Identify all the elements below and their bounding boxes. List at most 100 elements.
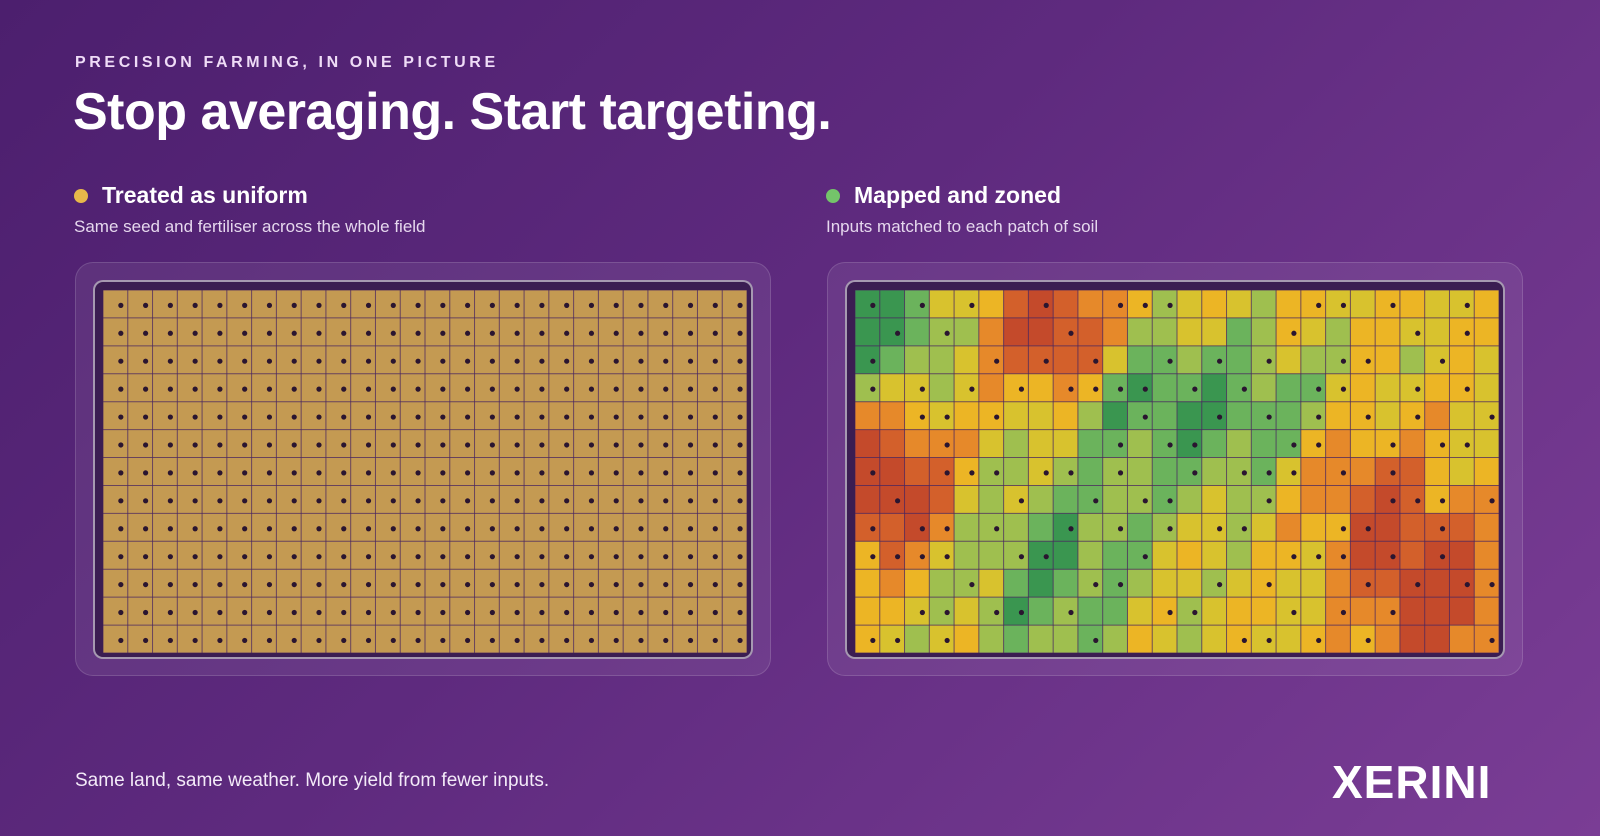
soil-zone-cell: [1276, 317, 1302, 347]
soil-zone-cell: [1053, 317, 1079, 347]
soil-zone-cell: [879, 597, 906, 626]
soil-zone-cell: [1152, 485, 1178, 514]
seed-dot: [1043, 554, 1049, 560]
seed-dot: [919, 526, 925, 532]
seed-dot: [687, 554, 694, 560]
soil-zone-cell: [1053, 625, 1079, 653]
soil-zone-cell: [1399, 513, 1426, 542]
seed-dot: [1489, 637, 1495, 644]
seed-dot: [242, 554, 248, 560]
seed-dot: [588, 414, 595, 420]
seed-dot: [465, 581, 471, 588]
seed-dot: [291, 414, 297, 420]
soil-zone-cell: [1350, 401, 1376, 431]
seed-dot: [390, 581, 396, 588]
seed-dot: [390, 386, 396, 392]
seed-dot: [1142, 386, 1148, 392]
soil-zone-cell: [978, 429, 1005, 459]
seed-dot: [341, 442, 347, 448]
soil-zone-cell: [1003, 401, 1029, 431]
seed-dot: [1415, 330, 1421, 336]
soil-zone-cell: [1449, 290, 1475, 319]
seed-dot: [489, 330, 495, 336]
soil-zone-cell: [1053, 401, 1079, 431]
soil-zone-cell: [1375, 457, 1401, 486]
seed-dot: [167, 386, 173, 392]
soil-zone-cell: [954, 485, 980, 514]
seed-dot: [514, 498, 520, 504]
soil-zone-cell: [1474, 317, 1499, 347]
seed-dot: [712, 526, 718, 532]
soil-zone-cell: [1300, 401, 1327, 431]
seed-dot: [341, 498, 347, 504]
seed-dot: [1390, 609, 1396, 616]
seed-dot: [613, 470, 619, 476]
seed-dot: [316, 526, 322, 532]
soil-zone-cell: [1276, 569, 1302, 598]
soil-zone-cell: [1102, 290, 1128, 319]
seed-dot: [291, 470, 297, 476]
soil-zone-cell: [1251, 290, 1277, 319]
soil-zone-cell: [1077, 597, 1104, 626]
soil-zone-cell: [1053, 457, 1079, 486]
seed-dot: [1365, 637, 1371, 644]
seed-dot: [291, 302, 297, 308]
soil-zone-cell: [1003, 373, 1029, 403]
seed-dot: [415, 637, 421, 644]
soil-zone-cell: [1375, 290, 1401, 319]
soil-zone-cell: [1424, 429, 1450, 459]
seed-dot: [266, 637, 273, 644]
seed-dot: [167, 442, 173, 448]
seed-dot: [638, 470, 644, 476]
seed-dot: [415, 526, 421, 532]
seed-dot: [341, 609, 347, 616]
seed-dot: [1464, 330, 1470, 336]
panel-title-uniform: Treated as uniform: [102, 182, 308, 208]
seed-dot: [1117, 302, 1124, 308]
seed-dot: [192, 470, 198, 476]
soil-zone-cell: [1325, 541, 1351, 570]
seed-dot: [316, 386, 322, 392]
soil-zone-cell: [1053, 290, 1079, 319]
seed-dot: [118, 386, 124, 392]
seed-dot: [217, 386, 223, 392]
seed-dot: [944, 637, 950, 644]
soil-zone-cell: [1177, 429, 1203, 459]
seed-dot: [737, 470, 743, 476]
soil-zone-cell: [904, 290, 930, 319]
soil-zone-cell: [1201, 569, 1228, 598]
soil-zone-cell: [904, 485, 930, 514]
seed-dot: [1241, 637, 1247, 644]
soil-zone-cell: [1449, 513, 1475, 542]
seed-dot: [1439, 358, 1446, 364]
soil-zone-cell: [904, 429, 930, 459]
soil-zone-cell: [1424, 317, 1450, 347]
seed-dot: [341, 526, 347, 532]
seed-dot: [1316, 414, 1322, 420]
seed-dot: [291, 498, 297, 504]
soil-zone-cell: [1251, 345, 1277, 375]
seed-dot: [539, 442, 545, 448]
soil-zone-cell: [1276, 401, 1302, 431]
seed-dot: [1043, 470, 1049, 476]
soil-zone-cell: [1325, 485, 1351, 514]
seed-dot: [1217, 581, 1223, 588]
soil-zone-cell: [1424, 569, 1450, 598]
seed-dot: [118, 414, 124, 420]
seed-dot: [514, 302, 520, 308]
seed-dot: [514, 470, 520, 476]
soil-zone-cell: [1028, 401, 1054, 431]
soil-zone-cell: [1424, 485, 1450, 514]
seed-dot: [663, 554, 669, 560]
zoned-field-frame: [845, 280, 1505, 659]
soil-zone-cell: [1102, 541, 1128, 570]
soil-zone-cell: [1399, 485, 1426, 514]
seed-dot: [192, 526, 198, 532]
soil-zone-cell: [1226, 317, 1252, 347]
soil-zone-cell: [1399, 373, 1426, 403]
soil-zone-cell: [1226, 513, 1252, 542]
seed-dot: [1167, 498, 1173, 504]
soil-zone-cell: [1003, 569, 1029, 598]
panel-title-zoned: Mapped and zoned: [854, 182, 1061, 208]
soil-zone-cell: [1474, 597, 1499, 626]
